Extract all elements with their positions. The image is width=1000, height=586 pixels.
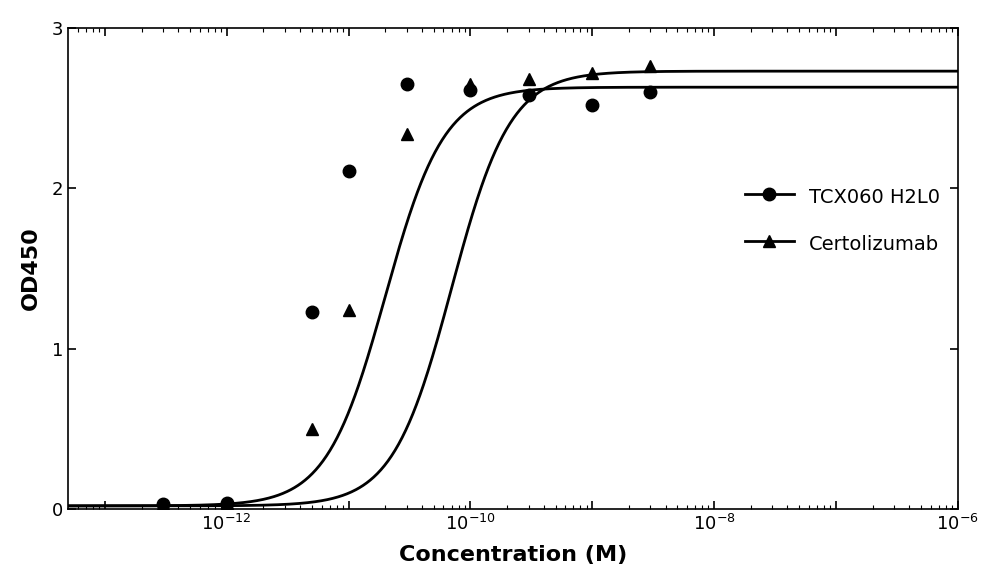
X-axis label: Concentration (M): Concentration (M) bbox=[399, 545, 627, 565]
Legend: TCX060 H2L0, Certolizumab: TCX060 H2L0, Certolizumab bbox=[737, 177, 948, 264]
Y-axis label: OD450: OD450 bbox=[21, 227, 41, 311]
